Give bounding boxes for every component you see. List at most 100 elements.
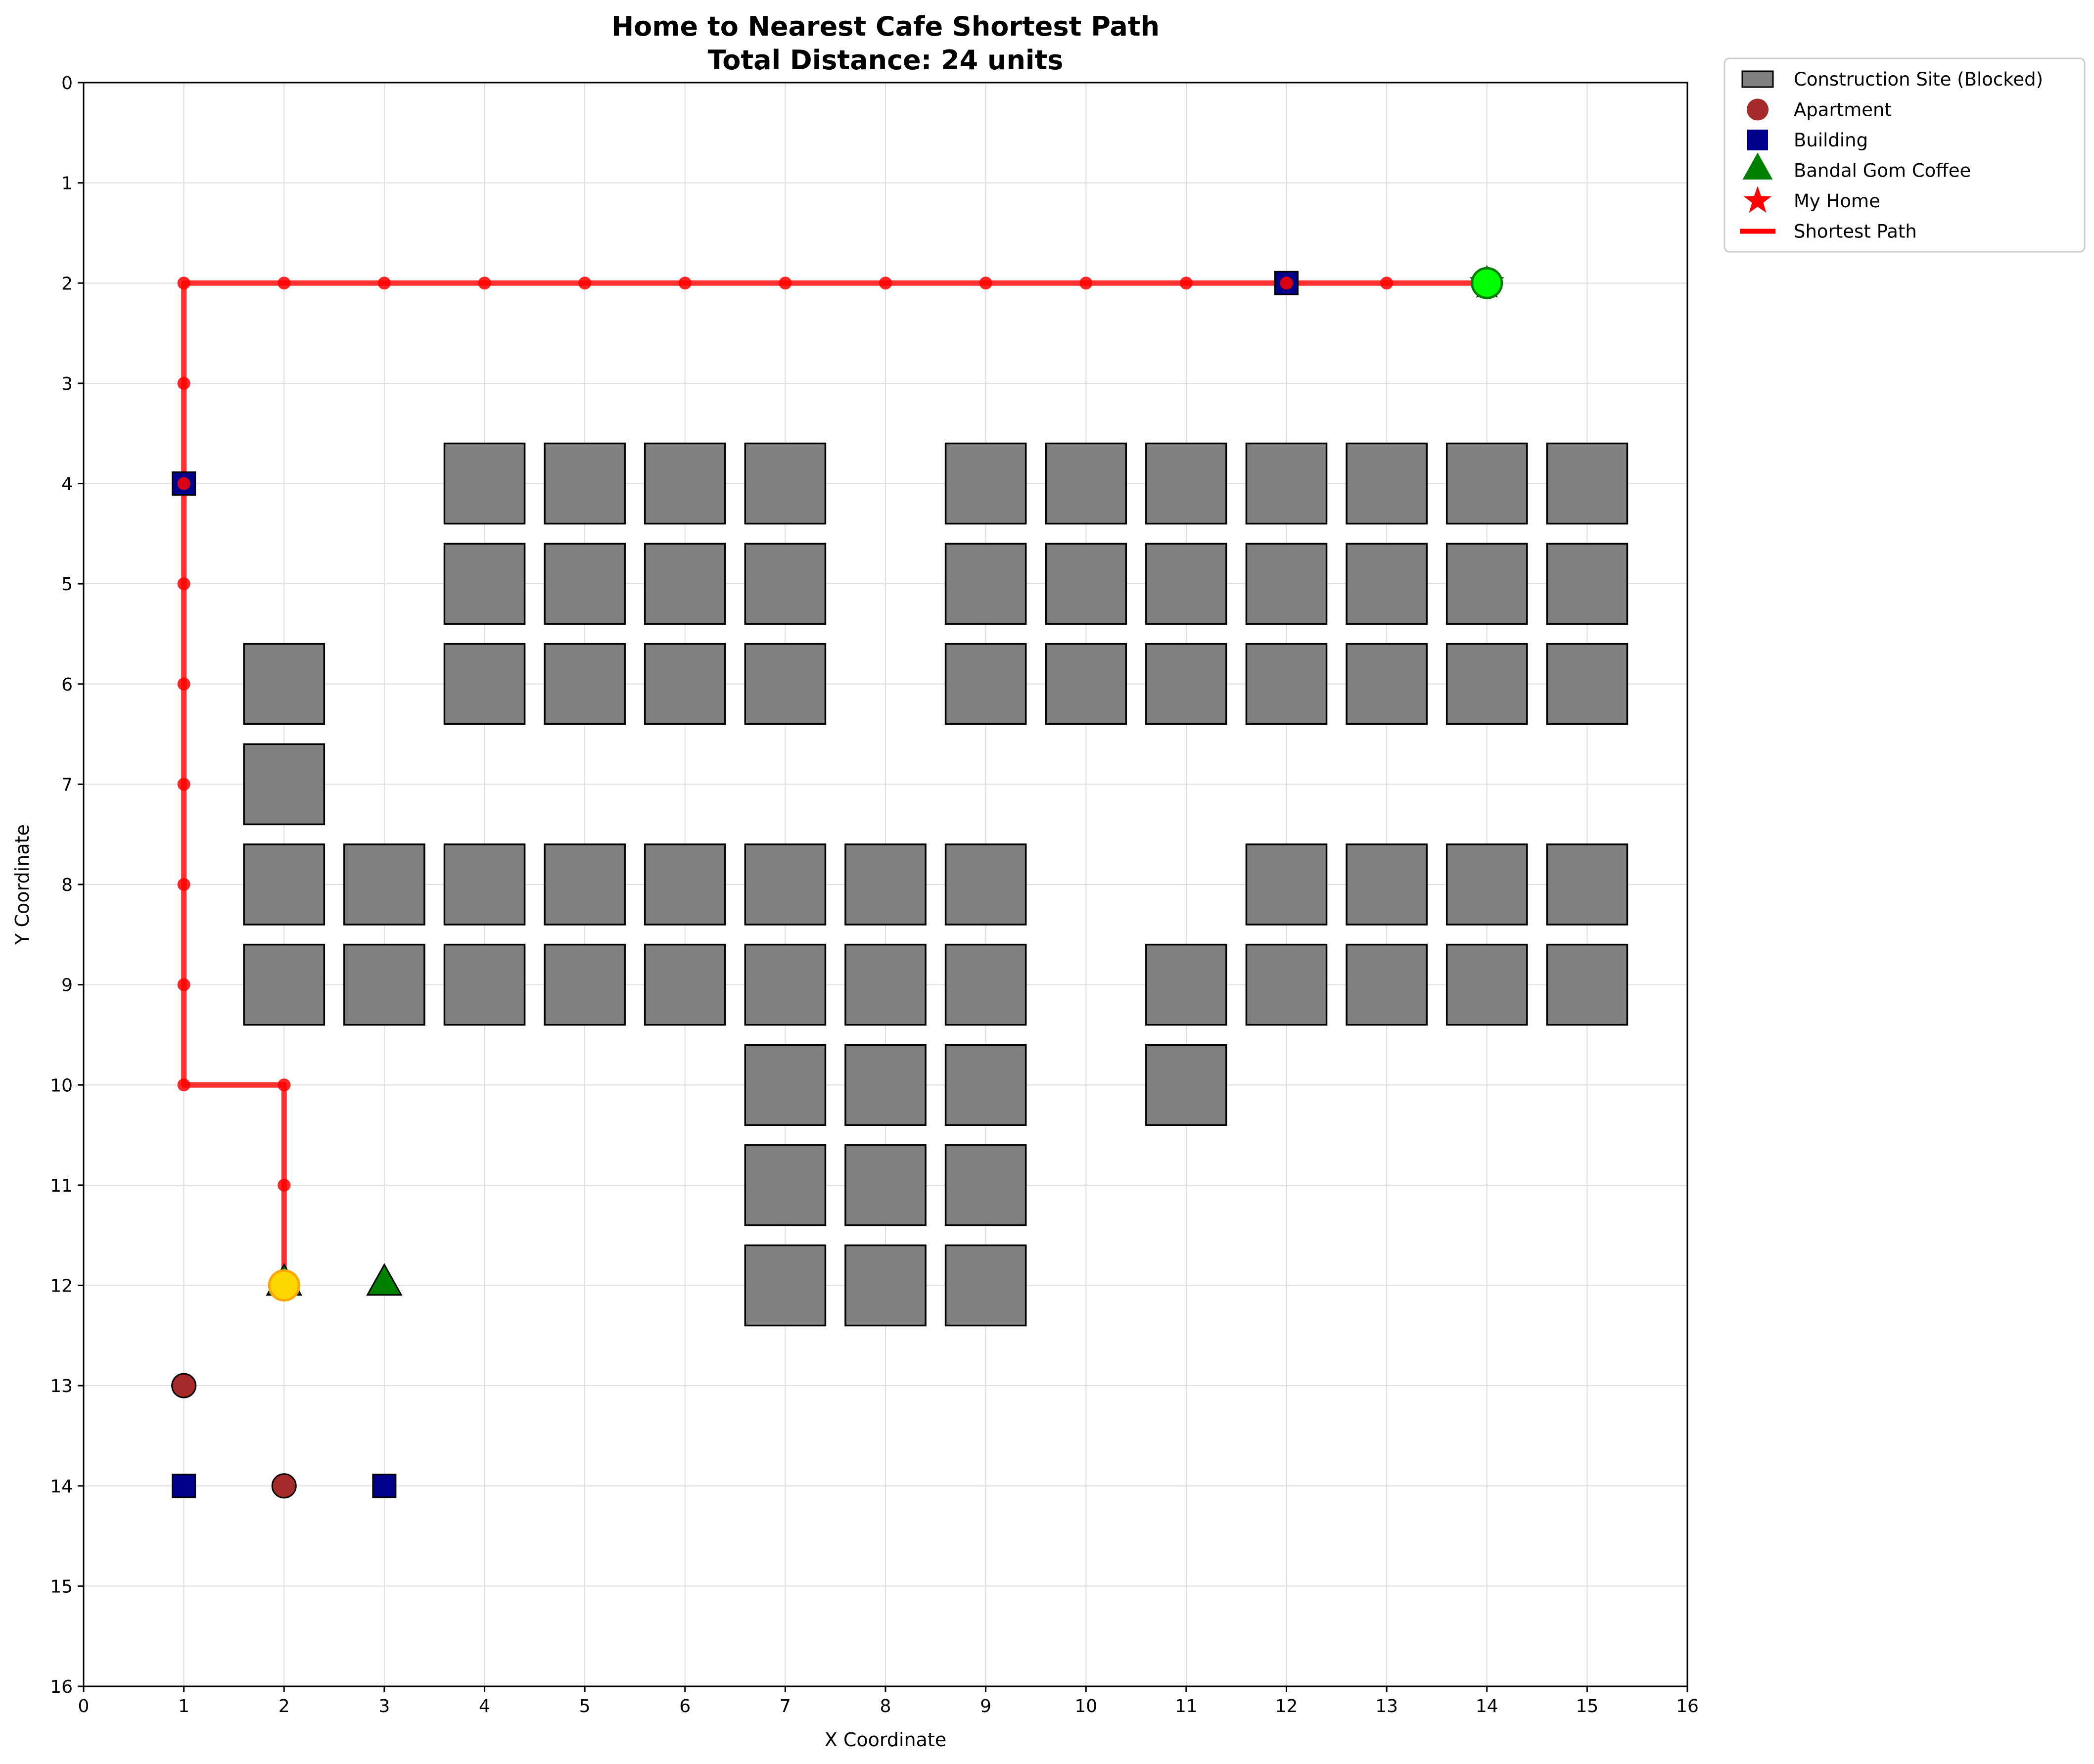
- path-node: [177, 577, 190, 591]
- x-tick-label: 7: [780, 1696, 791, 1717]
- x-tick-label: 3: [378, 1696, 390, 1717]
- construction-site: [1445, 442, 1528, 525]
- path-node: [177, 376, 190, 390]
- construction-site: [1546, 442, 1629, 525]
- path-node: [1380, 277, 1394, 290]
- construction-site: [343, 943, 425, 1026]
- legend-label-home: My Home: [1794, 190, 1880, 212]
- construction-site: [944, 843, 1027, 926]
- construction-site: [744, 943, 827, 1026]
- construction-site: [644, 543, 726, 625]
- construction-site: [1445, 843, 1528, 926]
- construction-site: [343, 843, 425, 926]
- path-node: [377, 277, 391, 290]
- construction-site: [1546, 643, 1629, 725]
- legend-box: [1723, 57, 2086, 253]
- construction-site: [1346, 442, 1428, 525]
- construction-site: [443, 843, 526, 926]
- legend-label-building: Building: [1794, 130, 1868, 151]
- x-tick-label: 5: [579, 1696, 591, 1717]
- path-node: [779, 277, 792, 290]
- construction-site: [1145, 943, 1227, 1026]
- construction-site: [1346, 943, 1428, 1026]
- construction-site: [644, 843, 726, 926]
- building-marker: [372, 1474, 397, 1498]
- construction-site: [944, 943, 1027, 1026]
- x-tick-label: 11: [1175, 1696, 1198, 1717]
- construction-site: [744, 543, 827, 625]
- construction-site: [744, 1144, 827, 1226]
- legend-label-cafe: Bandal Gom Coffee: [1794, 160, 1971, 182]
- construction-site: [1346, 643, 1428, 725]
- construction-site: [544, 843, 626, 926]
- construction-site: [1445, 543, 1528, 625]
- construction-site: [1045, 643, 1127, 725]
- y-tick-label: 14: [50, 1477, 73, 1497]
- construction-site: [944, 1044, 1027, 1126]
- construction-site: [1445, 643, 1528, 725]
- construction-site: [744, 643, 827, 725]
- x-tick-label: 4: [479, 1696, 490, 1717]
- path-node: [979, 277, 992, 290]
- construction-site: [844, 843, 927, 926]
- construction-site: [844, 1044, 927, 1126]
- construction-site: [744, 1044, 827, 1126]
- y-tick-label: 11: [50, 1176, 73, 1196]
- path-node: [177, 778, 190, 791]
- construction-site: [1245, 442, 1328, 525]
- x-tick-label: 2: [279, 1696, 290, 1717]
- y-axis-label: Y Coordinate: [11, 824, 33, 945]
- path-node: [177, 277, 190, 290]
- construction-site: [944, 543, 1027, 625]
- x-tick-label: 0: [78, 1696, 90, 1717]
- construction-site: [443, 943, 526, 1026]
- construction-site: [844, 943, 927, 1026]
- x-tick-label: 12: [1275, 1696, 1298, 1717]
- legend-symbol-home: [1743, 186, 1772, 213]
- legend-symbol-cafe: [1742, 152, 1773, 180]
- y-tick-label: 9: [61, 975, 73, 996]
- y-tick-label: 15: [50, 1577, 73, 1597]
- construction-site: [744, 442, 827, 525]
- construction-site: [243, 643, 326, 725]
- construction-site: [1145, 543, 1227, 625]
- construction-site: [644, 442, 726, 525]
- path-node: [177, 878, 190, 891]
- x-tick-label: 8: [880, 1696, 891, 1717]
- path-node: [1280, 277, 1293, 290]
- construction-site: [1445, 943, 1528, 1026]
- construction-site: [844, 1144, 927, 1226]
- y-tick-label: 4: [61, 474, 73, 495]
- path-node: [278, 1078, 291, 1092]
- y-tick-label: 3: [61, 374, 73, 394]
- construction-site: [1245, 943, 1328, 1026]
- construction-site: [1546, 543, 1629, 625]
- construction-site: [1546, 943, 1629, 1026]
- y-tick-label: 2: [61, 274, 73, 294]
- path-node: [678, 277, 692, 290]
- point-markers: [171, 265, 1504, 1499]
- x-axis-label: X Coordinate: [825, 1729, 946, 1751]
- construction-site: [1346, 543, 1428, 625]
- construction-site: [1045, 442, 1127, 525]
- path-node: [478, 277, 491, 290]
- x-tick-label: 13: [1375, 1696, 1398, 1717]
- x-tick-label: 6: [679, 1696, 691, 1717]
- construction-site: [544, 543, 626, 625]
- x-tick-label: 15: [1576, 1696, 1598, 1717]
- legend: Construction Site (Blocked) Apartment Buil…: [1723, 57, 2086, 253]
- construction-site: [944, 1244, 1027, 1327]
- y-tick-label: 8: [61, 875, 73, 895]
- path-node: [177, 477, 190, 490]
- construction-site: [644, 643, 726, 725]
- x-tick-label: 1: [178, 1696, 189, 1717]
- construction-site: [443, 643, 526, 725]
- legend-label-construction: Construction Site (Blocked): [1794, 69, 2043, 90]
- y-tick-label: 12: [50, 1276, 73, 1297]
- y-tick-label: 0: [61, 73, 73, 93]
- path-start-marker: [1471, 267, 1503, 299]
- construction-site: [243, 743, 326, 826]
- path-node: [879, 277, 892, 290]
